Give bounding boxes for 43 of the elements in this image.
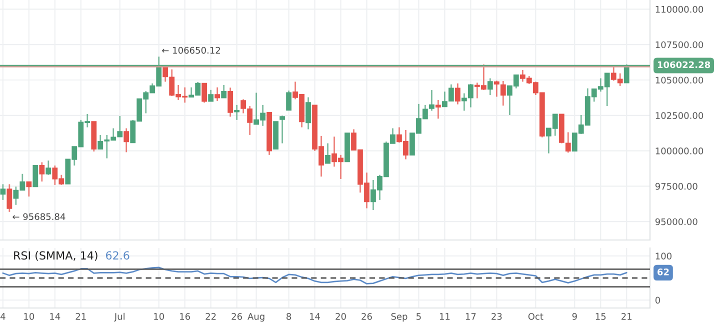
chart-subtitle: 62.6	[106, 251, 130, 260]
x-tick-label: 10	[24, 313, 34, 320]
x-tick-label: 26	[232, 313, 242, 320]
x-tick-label: 9	[572, 313, 577, 320]
x-tick-label: Aug	[248, 313, 264, 322]
x-tick-label: 14	[310, 313, 320, 320]
x-tick-label: 8	[286, 313, 292, 320]
x-tick-label: 20	[336, 313, 346, 320]
candlestick	[273, 121, 278, 150]
x-tick-label: Oct	[528, 313, 544, 320]
x-tick-label: 11	[440, 313, 450, 320]
x-tick-label: 14	[50, 313, 60, 320]
x-tick-label: Jul	[114, 312, 124, 322]
y-tick-label: 105000.00	[656, 76, 704, 84]
x-tick-label: 21	[76, 313, 86, 320]
y-tick-label: 97500.00	[655, 182, 698, 190]
candlestick	[344, 132, 350, 162]
y-tick-label: 0	[655, 296, 660, 304]
ref-line-label: 106022.28	[658, 61, 710, 68]
candlestick	[234, 104, 240, 121]
y-tick-label: 100000.00	[656, 148, 704, 154]
x-tick-label: Sep	[391, 313, 408, 322]
candlestick	[32, 164, 38, 188]
y-tick-label: 95000.00	[655, 218, 698, 226]
line-series	[2, 266, 628, 284]
x-tick-label: 4	[0, 313, 6, 320]
x-tick-label: 16	[180, 313, 190, 320]
x-tick-label: 21	[622, 313, 632, 320]
annotation: ← 106650.12	[162, 46, 220, 54]
y-tick-label: 100	[656, 252, 672, 260]
x-tick-label: 17	[466, 313, 476, 320]
y-tick-label: 102500.00	[656, 112, 704, 119]
x-tick-label: 26	[362, 313, 372, 320]
chart-title: RSI (SMMA, 14)	[14, 251, 98, 261]
x-tick-label: 10	[154, 313, 164, 320]
x-tick-label: 15	[596, 313, 606, 320]
y-tick-label: 110000.00	[656, 6, 704, 13]
x-tick-label: 5	[416, 313, 421, 320]
text: 62	[658, 268, 669, 276]
x-tick-label: 22	[206, 313, 216, 320]
y-tick-label: 107500.00	[656, 41, 704, 48]
x-tick-label: 23	[492, 313, 502, 320]
annotation: ← 95685.84	[12, 213, 66, 220]
